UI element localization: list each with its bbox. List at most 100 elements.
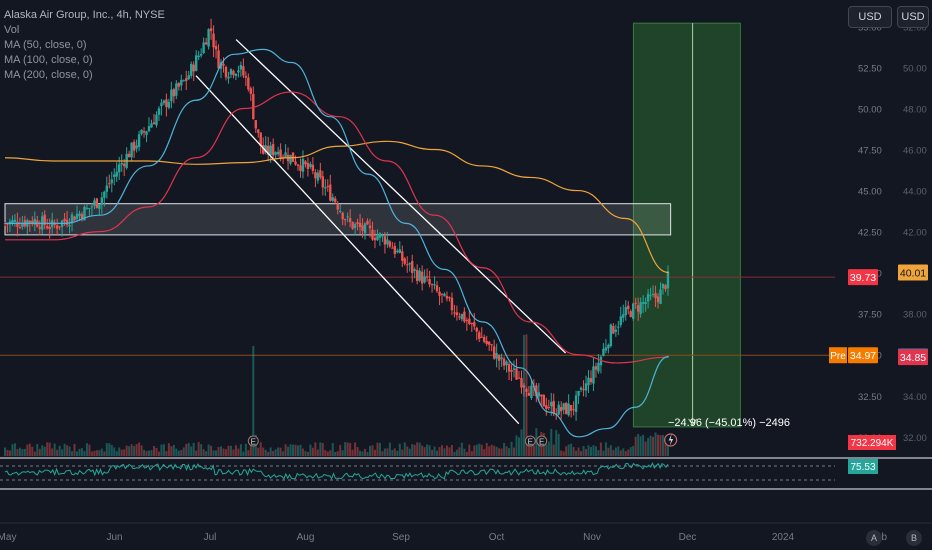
volume-bar [6,449,9,456]
candle [622,304,625,323]
candle-body [197,55,200,58]
volume-bar [657,434,660,456]
currency-button-right[interactable]: USD [897,6,929,28]
volume-bar [68,446,71,456]
volume-bar [301,448,304,456]
volume-bar [180,450,183,456]
candle [641,295,645,313]
candle [356,218,359,231]
volume-bar [376,442,379,456]
price-tick-label-secondary: 46.00 [903,146,927,157]
volume-bar [637,434,640,456]
candle-body [567,403,570,416]
candle-body [485,340,488,345]
volume-bar [592,445,595,456]
pre-market-label: Pre [830,351,846,362]
volume-bar [123,449,126,456]
candle-body [666,271,670,289]
candle [403,256,406,266]
candle [525,387,528,398]
candle [242,58,245,79]
candle-body [204,42,208,45]
price-tick-label-secondary: 50.00 [903,63,927,74]
volume-bar [580,451,583,456]
volume-bar [659,435,662,456]
candle-body [105,185,109,192]
volume-bar [63,443,66,456]
candle [651,285,655,298]
volume-bar [490,444,493,456]
candle [31,216,34,227]
volume-bar [88,444,91,456]
brand-logo-button[interactable]: B [906,530,922,546]
candle-body [93,200,96,206]
candle [515,358,518,380]
volume-bar [239,444,242,456]
volume-bar [80,448,83,456]
candle-body [547,407,550,409]
volume-bar [148,450,151,456]
candle-body [525,388,528,393]
candle-body [577,390,580,396]
volume-bar [105,443,108,456]
candle-body [31,220,34,225]
price-badge-text: 40.01 [900,267,926,279]
candle [95,197,99,209]
candle [574,390,578,421]
auto-scale-button[interactable]: A [866,530,882,546]
candle [368,218,372,238]
candle-body [199,53,203,56]
volume-bar [331,443,334,456]
candle [217,44,220,69]
candle [584,375,588,398]
candle-body [346,216,349,218]
candle [371,221,374,241]
volume-bar [277,447,280,456]
volume-bar [299,444,302,456]
volume-bar [386,448,389,456]
candle [244,71,248,87]
volume-bar [192,442,195,456]
candle [540,394,543,406]
candle-body [478,332,481,339]
candle-body [659,289,662,304]
candle [185,70,188,91]
candle-body [309,163,312,168]
candle-body [284,152,287,158]
candle [470,322,474,332]
candle-body [214,46,218,50]
ma100-line [5,91,669,364]
volume-bar [577,447,580,456]
candle-body [209,28,213,32]
volume-bar [279,447,282,456]
candle [324,179,327,196]
candle-body [192,64,195,72]
candle [122,159,126,177]
volume-bar [162,444,165,456]
candle [232,69,235,79]
candle [93,197,96,210]
candle-body [58,226,61,228]
price-badge-bg [848,269,878,286]
volume-bar [403,442,406,456]
volume-bar [545,444,548,456]
candle-body [157,108,161,115]
volume-bar [408,448,411,456]
candle [490,344,493,352]
volume-bar [289,444,292,456]
volume-bar [282,451,285,456]
candle [520,370,523,394]
currency-button-left[interactable]: USD [848,6,892,28]
volume-bar [21,449,24,456]
candle [182,79,185,82]
candle-body [6,223,9,225]
candle-body [155,114,158,126]
volume-value-badge: 732.294K [848,435,896,450]
volume-bar [448,447,451,456]
candle [274,151,277,160]
candle-body [634,302,637,304]
candle [88,207,91,216]
candle-body [304,161,307,165]
volume-bar [274,449,277,456]
